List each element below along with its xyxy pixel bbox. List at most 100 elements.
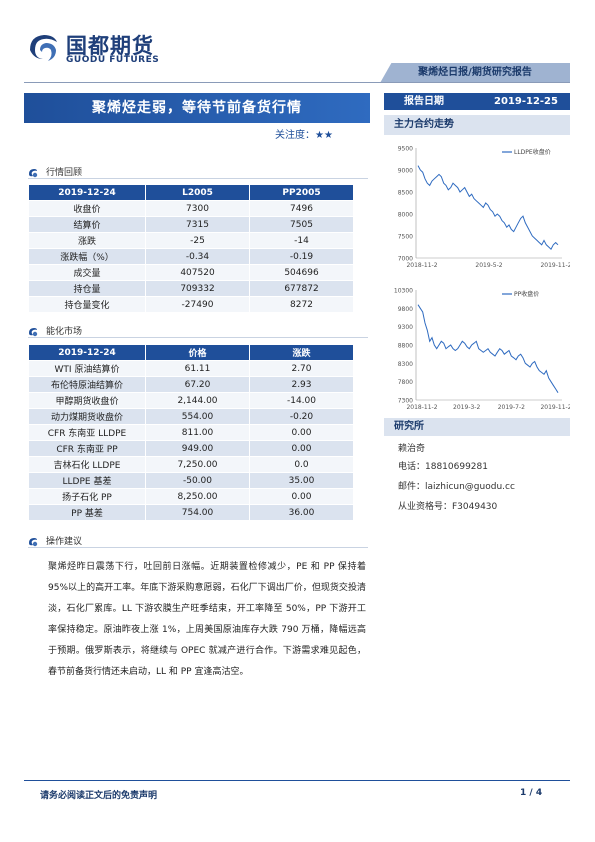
chemical-market-row: LLDPE 基差 -50.00 35.00 xyxy=(28,472,354,489)
header-divider xyxy=(24,82,570,83)
y-tick-label: 8000 xyxy=(398,212,413,219)
y-tick-label: 9300 xyxy=(398,324,413,331)
y-tick-label: 7300 xyxy=(398,398,413,405)
y-tick-label: 9000 xyxy=(398,168,413,175)
chemical-market-cell: 0.0 xyxy=(249,456,354,473)
report-date-label: 报告日期 xyxy=(404,96,444,107)
y-tick-label: 8300 xyxy=(398,361,413,368)
researcher-email[interactable]: 邮件：laizhicun@guodu.cc xyxy=(398,482,515,492)
section-bullet-icon xyxy=(29,327,38,336)
market-review-cell: -0.19 xyxy=(249,248,354,265)
market-review-cell: 8272 xyxy=(249,296,354,313)
chemical-market-row: PP 基差 754.00 36.00 xyxy=(28,504,354,521)
chemical-market-cell: 67.20 xyxy=(145,376,250,393)
y-tick-label: 7800 xyxy=(398,379,413,386)
legend-label: LLDPE收盘价 xyxy=(514,148,551,156)
chemical-market-cell: 811.00 xyxy=(145,424,250,441)
chemical-market-cell: 2,144.00 xyxy=(145,392,250,409)
market-review-row-label: 持仓量变化 xyxy=(28,296,146,313)
logo-text-en: GUODU FUTURES xyxy=(66,55,160,65)
chemical-market-column-header: 价格 xyxy=(145,344,250,361)
chemical-market-row: 吉林石化 LLDPE 7,250.00 0.0 xyxy=(28,456,354,473)
market-review-row: 涨跌 -25 -14 xyxy=(28,232,354,249)
chemical-market-row-label: 动力煤期货收盘价 xyxy=(28,408,146,425)
chemical-market-cell: -14.00 xyxy=(249,392,354,409)
market-review-cell: 709332 xyxy=(145,280,250,297)
chemical-market-row: 布伦特原油结算价 67.20 2.93 xyxy=(28,376,354,393)
report-title: 聚烯烃走弱，等待节前备货行情 xyxy=(24,93,370,123)
market-review-row-label: 收盘价 xyxy=(28,200,146,217)
market-review-table: 2019-12-24 L2005 PP2005 收盘价 7300 7496 结算价 7315 7… xyxy=(28,184,354,313)
market-review-cell: -27490 xyxy=(145,296,250,313)
chemical-market-row: 扬子石化 PP 8,250.00 0.00 xyxy=(28,488,354,505)
footer-disclaimer[interactable]: 请务必阅读正文后的免责声明 xyxy=(40,791,158,801)
market-review-row-label: 成交量 xyxy=(28,264,146,281)
page-number: 1 / 4 xyxy=(520,788,543,798)
y-tick-label: 10300 xyxy=(394,288,413,295)
chemical-market-cell: 2.70 xyxy=(249,360,354,377)
research-section-title: 研究所 xyxy=(384,418,570,436)
chemical-market-row-label: 吉林石化 LLDPE xyxy=(28,456,146,473)
logo-text-cn: 国都期货 xyxy=(66,34,154,58)
market-review-heading: 行情回顾 xyxy=(28,165,82,178)
series-line xyxy=(417,304,559,393)
market-review-cell: -0.34 xyxy=(145,248,250,265)
section-divider xyxy=(28,337,368,338)
market-review-cell: 407520 xyxy=(145,264,250,281)
market-review-cell: -25 xyxy=(145,232,250,249)
market-review-header-row: 2019-12-24 L2005 PP2005 xyxy=(28,184,354,201)
chemical-market-cell: 2.93 xyxy=(249,376,354,393)
footer-divider xyxy=(24,780,570,781)
chemical-market-row-label: PP 基差 xyxy=(28,504,146,521)
chemical-market-row: WTI 原油结算价 61.11 2.70 xyxy=(28,360,354,377)
market-review-row: 涨跌幅（%） -0.34 -0.19 xyxy=(28,248,354,265)
y-tick-label: 8500 xyxy=(398,190,413,197)
chemical-market-row-label: WTI 原油结算价 xyxy=(28,360,146,377)
market-review-column-header: L2005 xyxy=(145,184,250,201)
market-review-cell: 677872 xyxy=(249,280,354,297)
chemical-market-cell: 61.11 xyxy=(145,360,250,377)
section-divider xyxy=(28,178,368,179)
market-review-row-label: 持仓量 xyxy=(28,280,146,297)
market-review-cell: 7505 xyxy=(249,216,354,233)
chemical-market-cell: 0.00 xyxy=(249,440,354,457)
chemical-market-cell: 0.00 xyxy=(249,488,354,505)
chemical-market-row-label: 扬子石化 PP xyxy=(28,488,146,505)
chemical-market-row-label: CFR 东南亚 PP xyxy=(28,440,146,457)
y-tick-label: 7500 xyxy=(398,234,413,241)
chemical-market-row-label: LLDPE 基差 xyxy=(28,472,146,489)
chemical-market-row-label: 甲醇期货收盘价 xyxy=(28,392,146,409)
report-type-banner: 聚烯烃日报/期货研究报告 xyxy=(380,63,570,83)
chemical-market-cell: 554.00 xyxy=(145,408,250,425)
market-review-row-label: 结算价 xyxy=(28,216,146,233)
attention-rating: 关注度：★★ xyxy=(275,130,333,141)
x-tick-label: 2019-3-2 xyxy=(453,404,480,411)
market-review-row: 持仓量变化 -27490 8272 xyxy=(28,296,354,313)
market-review-row-label: 涨跌幅（%） xyxy=(28,248,146,265)
market-review-cell: -14 xyxy=(249,232,354,249)
chemical-market-cell: -50.00 xyxy=(145,472,250,489)
y-tick-label: 7000 xyxy=(398,256,413,263)
chemical-market-heading: 能化市场 xyxy=(28,324,82,337)
section-divider xyxy=(28,547,368,548)
researcher-license: 从业资格号：F3049430 xyxy=(398,502,498,512)
legend-label: PP收盘价 xyxy=(514,290,539,298)
x-tick-label: 2019-11-2 xyxy=(540,404,570,411)
advice-heading: 操作建议 xyxy=(28,534,82,547)
chemical-market-cell: 949.00 xyxy=(145,440,250,457)
x-tick-label: 2018-11-2 xyxy=(406,262,437,269)
x-tick-label: 2019-5-2 xyxy=(475,262,502,269)
chemical-market-row-label: 布伦特原油结算价 xyxy=(28,376,146,393)
x-tick-label: 2019-7-2 xyxy=(498,404,525,411)
y-tick-label: 9800 xyxy=(398,306,413,313)
chemical-market-cell: 8,250.00 xyxy=(145,488,250,505)
researcher-phone: 电话：18810699281 xyxy=(398,462,488,472)
market-review-row-label: 涨跌 xyxy=(28,232,146,249)
chemical-market-row: CFR 东南亚 PP 949.00 0.00 xyxy=(28,440,354,457)
chemical-market-row: 甲醇期货收盘价 2,144.00 -14.00 xyxy=(28,392,354,409)
chemical-market-table: 2019-12-24 价格 涨跌 WTI 原油结算价 61.11 2.70 布伦特原油结算价… xyxy=(28,344,354,521)
chart-section-title: 主力合约走势 xyxy=(384,115,570,135)
report-date-bar: 报告日期 2019-12-25 xyxy=(384,93,570,110)
market-review-row: 收盘价 7300 7496 xyxy=(28,200,354,217)
